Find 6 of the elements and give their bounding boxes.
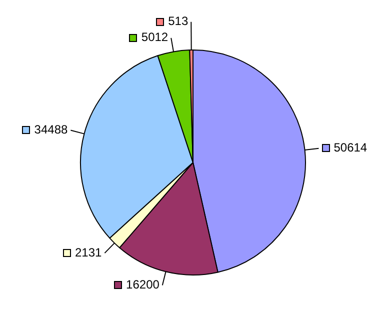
data-label: 34488: [34, 122, 68, 137]
data-label: 5012: [141, 30, 168, 44]
data-label: 2131: [74, 245, 102, 260]
data-label: 50614: [334, 140, 368, 155]
data-label: 16200: [126, 278, 160, 292]
data-label: 513: [168, 14, 188, 28]
